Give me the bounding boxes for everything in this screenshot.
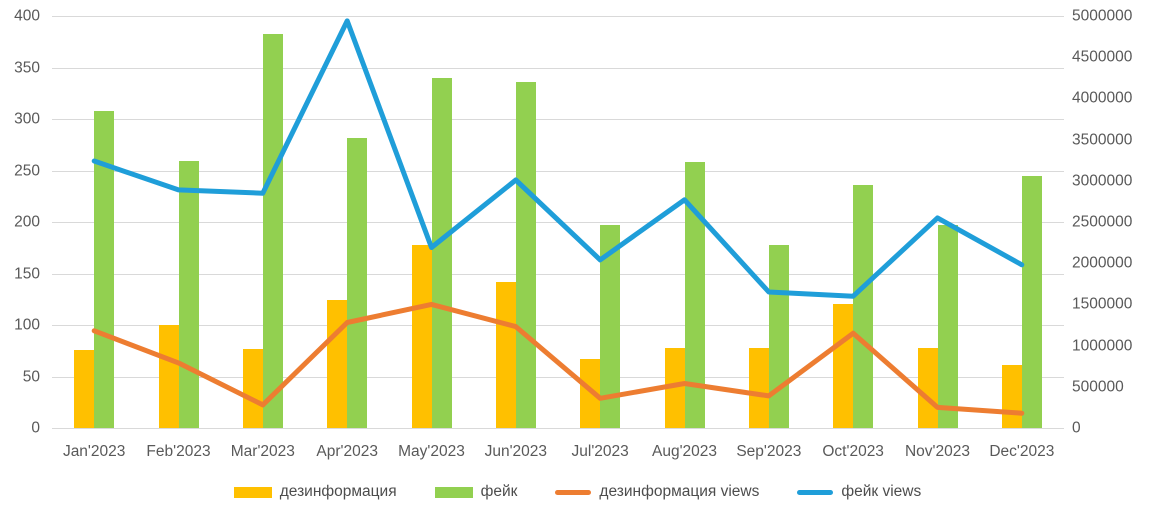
bar-fake[interactable] bbox=[684, 162, 705, 428]
gridline bbox=[52, 16, 1064, 17]
bar-fake[interactable] bbox=[937, 225, 958, 428]
bar-fake[interactable] bbox=[262, 33, 283, 428]
legend-line-swatch-icon bbox=[555, 489, 592, 495]
bar-disinformation[interactable] bbox=[917, 347, 938, 428]
line-series-overlay bbox=[91, 18, 1025, 416]
bar-disinformation[interactable] bbox=[74, 349, 95, 428]
legend-bar-swatch-icon bbox=[233, 486, 272, 498]
gridline bbox=[52, 67, 1064, 69]
right-axis-tick-label: 3000000 bbox=[1072, 172, 1133, 190]
x-axis-category-label: Feb'2023 bbox=[146, 443, 211, 460]
gridline bbox=[52, 428, 1064, 429]
right-axis-tick-label: 2000000 bbox=[1072, 254, 1133, 272]
legend-item-fake-views[interactable]: фейк views bbox=[797, 483, 921, 501]
right-axis-tick-label: 1000000 bbox=[1072, 336, 1133, 354]
x-axis: Jan'2023 Feb'2023 Mar'2023 Apr'2023 May'2023… bbox=[52, 443, 1064, 463]
bar-fake[interactable] bbox=[94, 110, 115, 428]
legend-item-disinformation-views[interactable]: дезинформация views bbox=[555, 483, 759, 501]
right-axis-tick-label: 5000000 bbox=[1072, 7, 1133, 25]
legend-item-fake[interactable]: фейк bbox=[434, 483, 518, 501]
right-axis-tick-label: 1500000 bbox=[1072, 295, 1133, 313]
bar-fake[interactable] bbox=[853, 184, 874, 428]
left-axis-tick-label: 100 bbox=[14, 316, 40, 334]
right-axis-tick-label: 2500000 bbox=[1072, 213, 1133, 231]
legend-line-swatch-icon bbox=[797, 489, 834, 495]
bar-disinformation[interactable] bbox=[411, 244, 432, 428]
left-axis-tick-label: 300 bbox=[14, 110, 40, 128]
bar-disinformation[interactable] bbox=[158, 325, 179, 428]
left-axis-tick-label: 50 bbox=[22, 367, 40, 385]
gridline bbox=[52, 170, 1064, 172]
right-axis-tick-label: 500000 bbox=[1072, 378, 1124, 396]
gridline bbox=[52, 119, 1064, 120]
x-axis-category-label: Nov'2023 bbox=[904, 443, 970, 460]
bar-disinformation[interactable] bbox=[242, 348, 263, 428]
bar-disinformation[interactable] bbox=[580, 359, 601, 428]
x-axis-category-label: Jun'2023 bbox=[484, 443, 548, 460]
plot-area bbox=[52, 16, 1064, 429]
gridline bbox=[52, 376, 1064, 378]
legend-label: дезинформация views bbox=[599, 483, 760, 500]
bar-disinformation[interactable] bbox=[664, 347, 685, 428]
legend-item-disinformation[interactable]: дезинформация bbox=[233, 483, 397, 501]
legend: дезинформация фейк дезинформация views фейк… bbox=[0, 480, 1155, 504]
line-disinformation-views[interactable] bbox=[91, 301, 1025, 416]
gridline bbox=[52, 273, 1064, 275]
bar-disinformation[interactable] bbox=[748, 347, 769, 428]
bar-fake[interactable] bbox=[347, 137, 368, 428]
x-axis-category-label: Aug'2023 bbox=[651, 443, 718, 460]
bar-fake[interactable] bbox=[431, 77, 452, 428]
x-axis-category-label: Jul'2023 bbox=[571, 443, 629, 460]
line-fake-views[interactable] bbox=[91, 18, 1025, 299]
bar-fake[interactable] bbox=[1021, 175, 1042, 428]
right-axis-tick-label: 4500000 bbox=[1072, 48, 1133, 66]
x-axis-category-label: Dec'2023 bbox=[989, 443, 1055, 460]
legend-label: фейк views bbox=[841, 483, 922, 500]
y-axis-left: 0 50 100 150 200 250 300 350 400 bbox=[0, 8, 40, 435]
left-axis-tick-label: 200 bbox=[14, 213, 40, 231]
x-axis-category-label: Oct'2023 bbox=[822, 443, 884, 460]
x-axis-category-label: Sep'2023 bbox=[736, 443, 802, 460]
legend-label: дезинформация bbox=[279, 483, 397, 500]
left-axis-tick-label: 400 bbox=[14, 7, 40, 25]
bar-disinformation[interactable] bbox=[495, 281, 516, 428]
right-axis-tick-label: 4000000 bbox=[1072, 89, 1133, 107]
y-axis-right: 0 500000 1000000 1500000 2000000 2500000 30000… bbox=[1072, 8, 1152, 435]
legend-bar-swatch-icon bbox=[434, 486, 473, 498]
legend-label: фейк bbox=[480, 483, 518, 500]
x-axis-category-label: May'2023 bbox=[398, 443, 465, 460]
left-axis-tick-label: 150 bbox=[14, 264, 40, 282]
left-axis-tick-label: 250 bbox=[14, 161, 40, 179]
x-axis-category-label: Apr'2023 bbox=[316, 443, 378, 460]
x-axis-category-label: Mar'2023 bbox=[230, 443, 295, 460]
right-axis-tick-label: 3500000 bbox=[1072, 130, 1133, 148]
bar-fake[interactable] bbox=[178, 161, 199, 428]
left-axis-tick-label: 350 bbox=[14, 58, 40, 76]
gridline bbox=[52, 325, 1064, 326]
right-axis-tick-label: 0 bbox=[1072, 419, 1081, 437]
left-axis-tick-label: 0 bbox=[31, 419, 40, 437]
bar-fake[interactable] bbox=[600, 225, 621, 428]
bar-disinformation[interactable] bbox=[327, 300, 348, 428]
x-axis-category-label: Jan'2023 bbox=[62, 443, 126, 460]
